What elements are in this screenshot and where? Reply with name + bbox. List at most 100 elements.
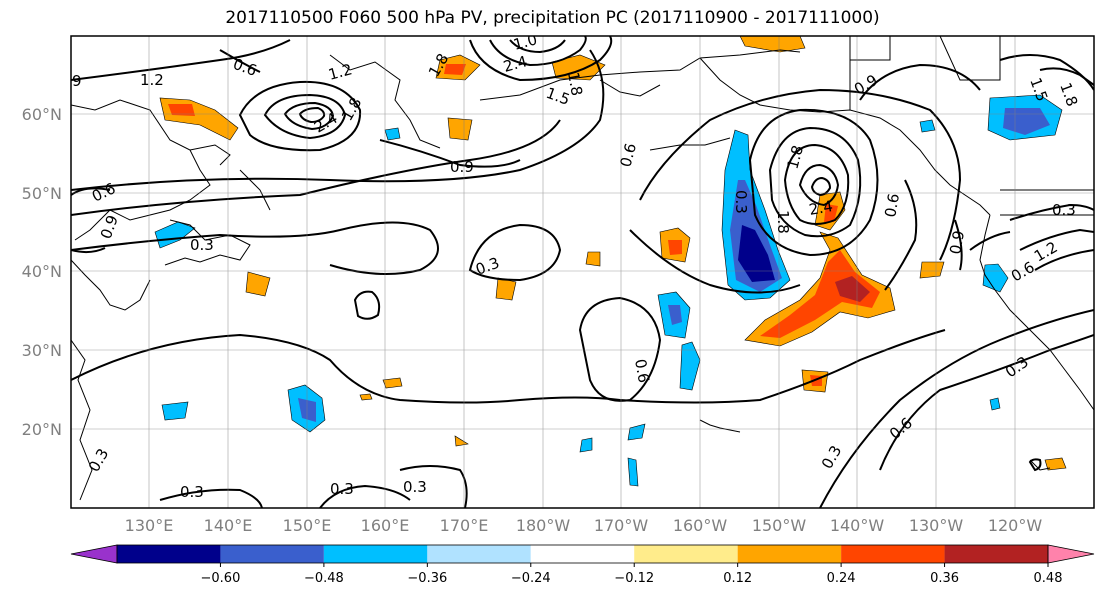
contour-ne2 [1039, 67, 1094, 86]
precip-pos-jp [245, 271, 271, 297]
coastlines [71, 36, 1094, 501]
precip-neg-kam [384, 127, 401, 141]
contour-label: 0.6 [631, 358, 653, 385]
lat-axis: 60°N 50°N 40°N 30°N 20°N [22, 105, 62, 439]
precip-pos-kam2 [551, 54, 606, 81]
precip-pos-c8 [359, 393, 373, 401]
lon-tick: 160°E [361, 516, 410, 535]
colorbar-swatch [220, 545, 324, 563]
colorbar-outline [116, 544, 1049, 564]
contour-small-se [1028, 458, 1042, 472]
contour-ak [748, 108, 879, 257]
lat-tick: 40°N [22, 262, 62, 281]
precip-pos-c5 [382, 377, 403, 389]
lon-tick: 160°W [673, 516, 728, 535]
colorbar-tick-label: 0.48 [1034, 571, 1063, 586]
contour-label: 0.9 [450, 158, 474, 176]
contour-label: 1.8 [564, 71, 586, 98]
lat-tick: 50°N [22, 184, 62, 203]
contour-0.6-nw [219, 49, 261, 73]
precip-neg-pac6 [627, 423, 646, 441]
contour-0.6-north [71, 49, 605, 191]
contour-1.2-nw [71, 39, 291, 81]
colorbar-tick-label: 0.24 [827, 571, 856, 586]
colorbar-swatch [944, 545, 1048, 563]
contour-e3 [1034, 249, 1094, 271]
contour-0.9-ak [859, 63, 981, 101]
lon-axis: 130°E 140°E 150°E 160°E 170°E 180°W 170°… [125, 516, 1043, 535]
contour-0.3-e [1009, 203, 1094, 221]
map-grid [71, 36, 1094, 508]
contour-label: 0.9 [946, 229, 968, 256]
colorbar-tick-label: 0.12 [723, 571, 752, 586]
colorbar-swatch [737, 545, 842, 563]
contour-low-w3 [283, 101, 335, 131]
precip-pos-c6 [454, 435, 469, 447]
lon-tick: 130°E [125, 516, 174, 535]
contour-label: 0.3 [190, 236, 214, 254]
contour-label: 2.4 [501, 52, 529, 76]
contour-label: 0.6 [881, 192, 903, 219]
contour-0.9-w [71, 247, 106, 254]
precip-neg-gulf-core [738, 225, 775, 282]
colorbar-swatch [841, 545, 945, 563]
contour-label: 1.8 [783, 143, 807, 171]
precip-pos-c2 [585, 251, 601, 267]
colorbar-swatch [427, 545, 531, 563]
contour-label: 1.2 [140, 71, 164, 89]
contour-label: 1.2 [326, 60, 354, 84]
precip-pos-main-core [835, 276, 870, 302]
contour-0.3-south [71, 329, 946, 404]
contour-0.6-east [884, 179, 918, 291]
contour-ak4 [798, 163, 840, 207]
contour-0.3-bottom [159, 488, 263, 508]
colorbar-tick-label: −0.60 [201, 571, 241, 586]
precip-pos-kam1-core [444, 64, 466, 75]
map-border [70, 35, 1095, 509]
contour-label: 0.3 [732, 190, 750, 214]
contour-low-n2 [489, 36, 587, 67]
contour-low-w [238, 80, 362, 152]
contour-0.3-ak-e [969, 231, 1011, 251]
colorbar-tick-label: 0.36 [930, 571, 959, 586]
contour-label: 0.3 [1052, 201, 1076, 219]
colorbar-tick-label: −0.12 [614, 571, 654, 586]
lon-tick: 170°E [440, 516, 489, 535]
contour-e2 [1019, 228, 1094, 251]
precip-neg-pac4 [161, 401, 189, 421]
precip-neg-pac2-core [668, 305, 682, 325]
contour-ak2 [768, 126, 862, 238]
contour-0.6-w [71, 187, 111, 196]
colorbar-swatch [634, 545, 738, 563]
colorbar-tick-label: −0.48 [304, 571, 344, 586]
precip-pos-top [739, 36, 806, 53]
contour-0.3-s [353, 290, 381, 320]
lon-tick: 150°E [283, 516, 332, 535]
contour-label: 0.6 [616, 141, 640, 169]
precip-pos-ne-core [668, 240, 682, 255]
lon-tick: 140°W [830, 516, 885, 535]
precip-neg-pac5 [627, 457, 639, 487]
contour-0.3-ak [629, 229, 801, 294]
map-title: 2017110500 F060 500 hPa PV, precipitatio… [225, 8, 880, 28]
contour-ak3 [783, 143, 850, 225]
lat-tick: 30°N [22, 341, 62, 360]
contour-0.3-se [819, 309, 1094, 508]
colorbar-tick-label: −0.36 [407, 571, 447, 586]
precip-pos-low-core [824, 204, 838, 222]
contour-low-w2 [263, 93, 347, 140]
lat-tick: 20°N [22, 420, 62, 439]
lon-tick: 130°W [909, 516, 964, 535]
lon-tick: 150°W [752, 516, 807, 535]
pv-contours [71, 36, 1094, 508]
contour-label: 0.3 [403, 478, 427, 496]
contour-0.3-bottom2 [319, 484, 411, 508]
lat-tick: 60°N [22, 105, 62, 124]
contour-0.9 [71, 119, 561, 216]
precip-pos-c7 [1044, 457, 1067, 471]
precip-pos-c4 [919, 261, 945, 279]
contour-0.3-circ [468, 223, 562, 282]
precip-pos-kam3 [447, 117, 473, 141]
contour-label: 0.3 [330, 480, 354, 498]
